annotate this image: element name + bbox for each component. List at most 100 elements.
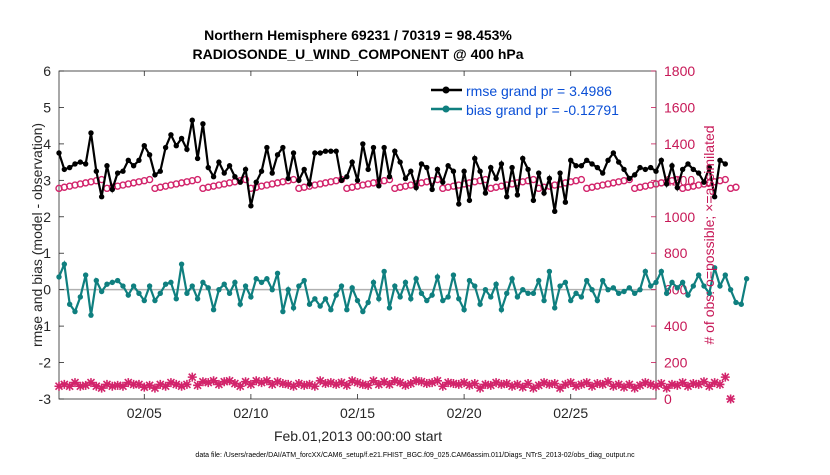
rmse-point [722,161,728,167]
assimilated-marker [230,379,240,389]
bias-point [647,283,654,289]
rmse-point [690,166,697,173]
assimilated-marker [390,376,400,386]
bias-point [328,307,334,313]
assimilated-marker [619,382,629,392]
assimilated-marker [81,380,91,390]
rmse-point [274,152,281,158]
rmse-point [178,135,185,142]
assimilated-marker-path [406,379,416,389]
assimilated-marker [368,376,378,386]
assimilated-marker [278,379,288,389]
rmse-point [461,168,467,174]
bias-point [706,290,713,297]
assimilated-marker [683,381,693,391]
assimilated-marker-path [678,378,688,388]
assimilated-marker-path [688,379,698,389]
assimilated-marker-path [624,379,634,389]
y-left-tick-label: -3 [39,391,52,407]
rmse-point [514,192,521,198]
assimilated-marker [107,381,117,391]
bias-point [738,301,744,307]
assimilated-marker [326,378,336,388]
bias-point [285,286,291,293]
rmse-point [525,166,531,173]
assimilated-marker-path [475,383,485,393]
assimilated-marker-path [443,378,453,388]
assimilated-marker-path [699,377,709,387]
rmse-point [333,148,339,154]
rmse-point [408,168,414,174]
rmse-point [237,179,243,185]
assimilated-marker [571,381,581,391]
assimilated-marker [587,381,597,391]
rmse-point [301,166,307,173]
rmse-point [370,144,377,151]
assimilated-marker [512,379,522,389]
assimilated-marker-path [171,379,181,389]
legend-bias-marker [442,105,450,113]
assimilated-marker [193,380,203,390]
assimilated-marker [187,372,197,382]
rmse-point [621,166,627,173]
rmse-point [562,199,569,205]
legend-rmse-label: rmse grand pr = 3.4986 [466,83,612,99]
rmse-point [205,164,211,171]
rmse-point [264,144,270,151]
assimilated-marker [688,379,698,389]
bias-point [200,279,206,286]
data-file-footer: data file: /Users/raeder/DAI/ATM_forcXX/… [195,452,635,459]
assimilated-marker-path [619,382,629,392]
assimilated-marker-path [704,381,714,391]
rmse-point [615,159,622,165]
rmse-point [610,150,617,156]
assimilated-marker [198,377,208,387]
rmse-point [445,163,451,169]
bias-point [637,286,643,293]
bias-point [157,290,163,297]
rmse-point [253,179,259,185]
rmse-point [152,172,158,178]
assimilated-marker-path [635,380,645,390]
assimilated-marker-path [235,381,245,391]
rmse-point [488,164,494,171]
y-axis-left-label: rmse and bias (model - observation) [29,123,45,347]
assimilated-marker-path [726,394,736,404]
bias-point [184,290,190,297]
rmse-point [530,197,537,204]
rmse-point [141,143,147,149]
assimilated-marker-path [416,377,426,387]
assimilated-marker [411,376,421,386]
bias-point [530,290,537,297]
rmse-point [546,175,553,182]
rmse-point [642,166,649,173]
bias-point [584,277,590,284]
y-right-tick-label: 1400 [664,136,695,152]
rmse-point [631,172,638,178]
x-tick-label: 02/20 [447,405,482,421]
assimilated-marker [209,376,219,386]
rmse-point [392,148,398,154]
bias-point [711,265,718,271]
assimilated-marker [608,381,618,391]
rmse-point [493,175,499,182]
assimilated-marker [528,383,538,393]
assimilated-marker-path [310,381,320,391]
bias-point [66,301,73,307]
rmse-point [509,164,515,171]
assimilated-marker-path [715,379,725,389]
rmse-point [136,157,142,163]
bias-point [472,283,478,289]
y-left-tick-label: 0 [43,282,51,298]
assimilated-marker [225,376,235,386]
rmse-point [626,175,633,182]
x-tick-label: 02/15 [340,405,375,421]
assimilated-marker-path [523,379,533,389]
assimilated-marker-path [486,380,496,390]
assimilated-marker-path [182,379,192,389]
rmse-point [360,141,366,147]
assimilated-marker [97,383,107,393]
rmse-point [440,179,446,185]
bias-point [493,281,499,287]
